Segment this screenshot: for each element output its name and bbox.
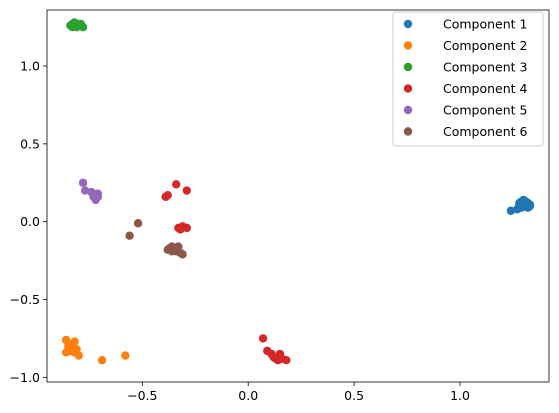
data-point: [525, 200, 535, 209]
data-point: [70, 337, 79, 346]
legend-marker: [403, 105, 413, 115]
y-tick-label: −1.0: [10, 370, 40, 385]
series-6: [125, 219, 187, 259]
legend-frame: [392, 11, 544, 147]
y-tick-label: −0.5: [10, 292, 40, 307]
series-3: [66, 18, 88, 32]
data-point: [74, 351, 83, 360]
legend-label: Component 5: [443, 103, 528, 118]
data-point: [258, 334, 268, 343]
data-point: [282, 356, 291, 365]
data-point: [80, 186, 90, 195]
x-tick-label: 0.0: [238, 388, 258, 403]
data-point: [133, 219, 143, 228]
legend-entry: Component 5: [403, 103, 528, 118]
data-point: [275, 349, 285, 359]
legend-marker: [403, 19, 413, 29]
data-point: [178, 250, 187, 259]
legend-items: Component 1 Component 2 Component 3 Compone…: [403, 17, 528, 139]
legend-entry: Component 6: [403, 124, 528, 139]
data-point: [93, 189, 103, 198]
legend-entry: Component 3: [403, 60, 528, 75]
legend-entry: Component 4: [403, 81, 528, 96]
data-point: [76, 19, 86, 29]
legend-label: Component 6: [443, 124, 528, 139]
data-point: [174, 223, 183, 233]
legend-marker: [403, 62, 413, 72]
x-tick-label: 0.5: [344, 388, 364, 403]
data-point: [121, 351, 130, 360]
legend-marker: [403, 84, 413, 93]
series-5: [78, 178, 103, 205]
data-point: [506, 206, 516, 215]
legend-label: Component 3: [443, 60, 528, 75]
data-point: [70, 19, 79, 29]
data-point: [167, 247, 177, 256]
data-point: [517, 203, 526, 212]
data-point: [172, 180, 181, 189]
legend-entry: Component 1: [403, 17, 528, 32]
y-axis: −1.0 −0.5 0.0 0.5 1.0: [10, 59, 47, 385]
legend-entry: Component 2: [403, 38, 528, 53]
legend-label: Component 1: [443, 17, 528, 32]
x-axis: −0.5 0.0 0.5 1.0: [127, 382, 470, 403]
data-point: [163, 191, 172, 200]
legend-label: Component 2: [443, 38, 528, 53]
data-point: [97, 356, 107, 365]
y-tick-label: 1.0: [20, 59, 40, 74]
data-point: [78, 178, 88, 187]
data-point: [66, 343, 75, 352]
data-point: [125, 231, 134, 240]
legend-marker: [403, 127, 413, 136]
points-layer: [61, 18, 535, 365]
series-2: [61, 335, 130, 365]
data-point: [182, 223, 191, 233]
data-point: [182, 186, 191, 195]
series-1: [506, 195, 535, 215]
legend-marker: [403, 41, 413, 50]
plot-area-frame: [46, 9, 550, 383]
x-tick-label: −0.5: [127, 388, 157, 403]
series-4: [161, 180, 291, 365]
y-tick-label: 0.5: [20, 136, 40, 151]
data-point: [519, 195, 528, 205]
legend: Component 1 Component 2 Component 3 Compone…: [392, 11, 544, 147]
x-tick-label: 1.0: [450, 388, 470, 403]
legend-label: Component 4: [443, 81, 528, 96]
y-tick-label: 0.0: [20, 214, 40, 229]
